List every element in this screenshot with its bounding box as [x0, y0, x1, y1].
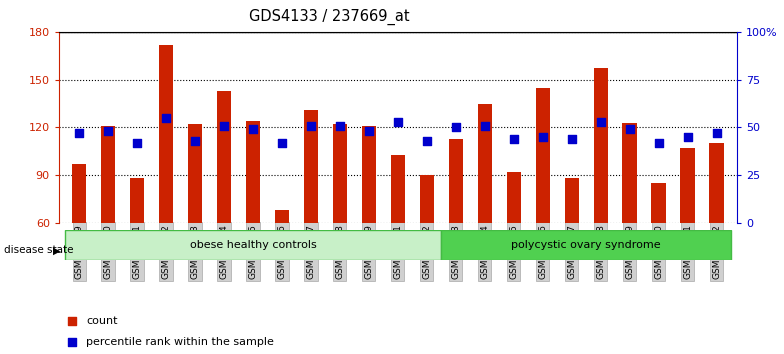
Bar: [441, 230, 731, 260]
Point: [536, 134, 549, 140]
Point: [363, 129, 376, 134]
Bar: [303, 110, 318, 223]
Text: polycystic ovary syndrome: polycystic ovary syndrome: [511, 240, 661, 250]
Bar: [593, 69, 608, 223]
Point: [218, 123, 230, 129]
Point: [66, 318, 78, 324]
Bar: [710, 143, 724, 223]
Text: count: count: [86, 316, 118, 326]
Point: [247, 126, 260, 132]
Bar: [245, 121, 260, 223]
Bar: [101, 126, 115, 223]
Point: [681, 134, 694, 140]
Bar: [361, 126, 376, 223]
Bar: [419, 175, 434, 223]
Point: [420, 138, 433, 144]
Point: [594, 119, 607, 125]
Bar: [130, 178, 144, 223]
Bar: [681, 148, 695, 223]
Bar: [448, 139, 463, 223]
Bar: [64, 230, 441, 260]
Bar: [159, 45, 173, 223]
Point: [507, 136, 520, 142]
Text: percentile rank within the sample: percentile rank within the sample: [86, 337, 274, 348]
Point: [652, 140, 665, 145]
Bar: [622, 123, 637, 223]
Point: [334, 123, 347, 129]
Bar: [216, 91, 231, 223]
Bar: [72, 164, 86, 223]
Bar: [274, 210, 289, 223]
Point: [449, 125, 462, 130]
Bar: [187, 124, 202, 223]
Point: [391, 119, 405, 125]
Bar: [477, 104, 492, 223]
Point: [565, 136, 578, 142]
Bar: [332, 124, 347, 223]
Point: [623, 126, 636, 132]
Point: [66, 340, 78, 346]
Point: [478, 123, 491, 129]
Bar: [652, 183, 666, 223]
Point: [276, 140, 289, 145]
Bar: [564, 178, 579, 223]
Point: [189, 138, 201, 144]
Point: [102, 129, 114, 134]
Text: ▶: ▶: [53, 245, 61, 255]
Text: obese healthy controls: obese healthy controls: [190, 240, 317, 250]
Point: [131, 140, 143, 145]
Bar: [390, 154, 405, 223]
Text: GDS4133 / 237669_at: GDS4133 / 237669_at: [249, 9, 409, 25]
Point: [160, 115, 172, 121]
Point: [73, 130, 85, 136]
Point: [710, 130, 723, 136]
Bar: [535, 88, 550, 223]
Point: [305, 123, 318, 129]
Text: disease state: disease state: [4, 245, 74, 255]
Bar: [506, 172, 521, 223]
